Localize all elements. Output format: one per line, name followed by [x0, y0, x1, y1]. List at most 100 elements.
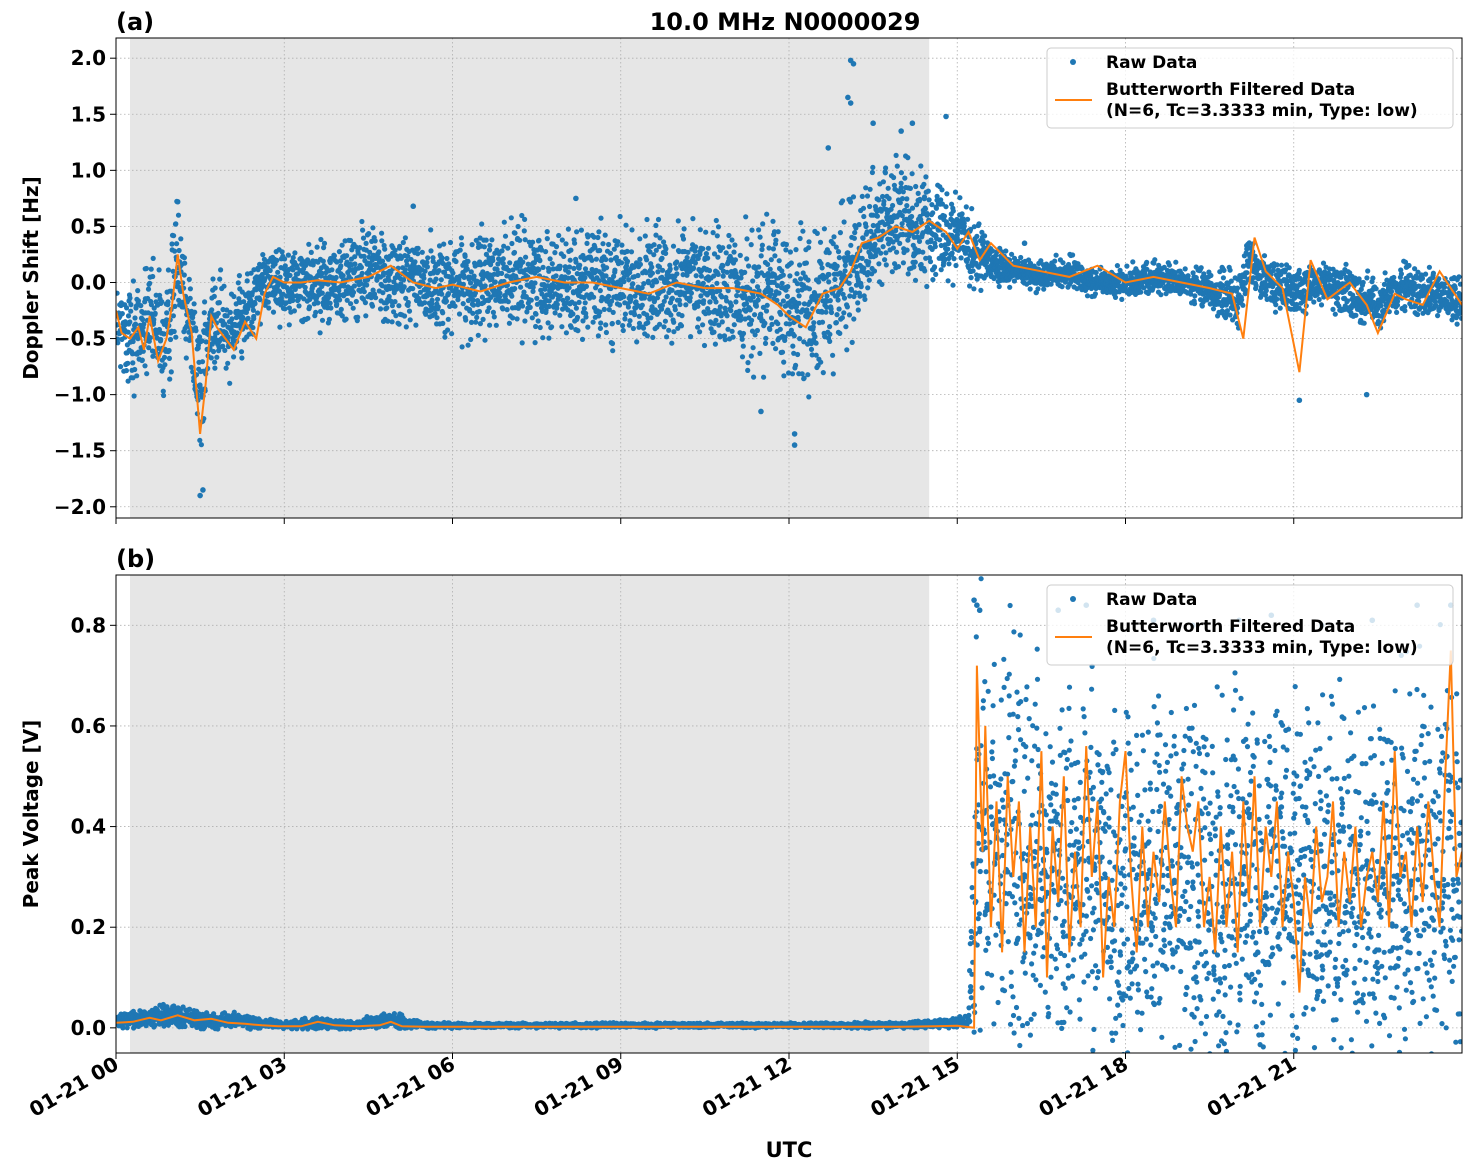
raw-data-point [248, 270, 254, 276]
raw-data-point [916, 249, 922, 255]
raw-data-point [620, 270, 626, 276]
raw-data-point [720, 273, 726, 279]
raw-data-point [198, 388, 204, 394]
raw-data-point [636, 324, 642, 330]
raw-data-point [827, 298, 833, 304]
raw-data-point [277, 274, 283, 280]
raw-data-point [279, 249, 285, 255]
raw-data-point [556, 232, 562, 239]
raw-data-point [737, 317, 744, 323]
raw-data-point [893, 152, 899, 158]
raw-data-point [355, 314, 361, 320]
raw-data-point [1338, 274, 1344, 280]
raw-data-point [402, 235, 408, 241]
raw-data-point [943, 250, 949, 257]
raw-data-point [365, 277, 371, 283]
raw-data-point [945, 246, 951, 252]
raw-data-point [223, 365, 229, 371]
raw-data-point [738, 275, 744, 281]
raw-data-point [168, 369, 174, 375]
raw-data-point [660, 267, 666, 273]
raw-data-point [552, 310, 558, 316]
raw-data-point [930, 210, 936, 216]
raw-data-point [477, 321, 483, 327]
raw-data-point [894, 249, 900, 255]
raw-data-point [530, 284, 536, 290]
raw-data-point [804, 307, 810, 313]
raw-data-point [255, 310, 261, 316]
raw-data-point [876, 261, 882, 267]
raw-data-point [779, 349, 786, 355]
raw-data-point [770, 246, 777, 252]
raw-data-point [473, 319, 479, 325]
raw-data-point [504, 307, 510, 313]
raw-data-point [492, 279, 498, 285]
raw-data-point [686, 262, 693, 268]
raw-data-point [758, 253, 764, 259]
raw-data-point [872, 241, 878, 247]
raw-data-point [753, 303, 760, 309]
raw-data-point [841, 219, 847, 225]
raw-data-point [424, 264, 430, 270]
raw-data-point [905, 237, 911, 243]
raw-data-point [680, 272, 686, 278]
raw-data-point [1252, 253, 1258, 259]
raw-data-point [165, 267, 171, 273]
raw-data-point [757, 234, 763, 240]
raw-data-point [250, 307, 256, 313]
raw-data-point [767, 326, 773, 332]
raw-data-point [909, 213, 915, 220]
raw-data-point [883, 262, 889, 268]
raw-data-point [1158, 292, 1164, 298]
raw-data-point [853, 282, 860, 288]
raw-data-point [487, 322, 493, 328]
raw-data-point [644, 333, 651, 339]
raw-data-point [353, 244, 359, 250]
raw-data-point [795, 288, 801, 294]
raw-data-point [909, 205, 916, 211]
raw-data-point [626, 322, 632, 328]
raw-data-point [338, 306, 344, 312]
raw-data-point [123, 368, 129, 374]
raw-data-point [170, 313, 176, 319]
raw-data-point [175, 280, 181, 286]
raw-data-point [400, 239, 406, 246]
raw-data-point [647, 249, 653, 255]
raw-data-point [321, 245, 327, 251]
raw-data-point [821, 226, 828, 232]
raw-data-point [397, 243, 403, 249]
raw-data-point [405, 253, 411, 259]
raw-data-point [1011, 278, 1018, 284]
raw-data-point [690, 216, 696, 222]
raw-data-point [364, 282, 370, 288]
raw-data-point [909, 171, 915, 177]
raw-data-point [904, 203, 910, 209]
plot-area [116, 57, 1462, 499]
raw-data-point [974, 233, 980, 239]
raw-data-point [525, 261, 531, 267]
raw-data-point [717, 304, 723, 310]
raw-data-point [1192, 293, 1198, 299]
raw-data-point [771, 279, 777, 285]
raw-data-point [933, 205, 940, 211]
raw-data-point [728, 303, 735, 309]
raw-data-point [199, 338, 205, 344]
raw-data-point [681, 226, 687, 232]
raw-data-point [536, 267, 542, 273]
raw-data-point [553, 244, 560, 250]
raw-data-point [762, 340, 769, 346]
raw-data-point [730, 334, 736, 340]
raw-data-point [880, 193, 886, 200]
raw-data-point [924, 283, 930, 290]
raw-data-point [797, 235, 803, 242]
raw-data-point [899, 196, 906, 202]
raw-data-point [436, 243, 443, 249]
raw-data-point [1173, 259, 1179, 265]
raw-data-point [695, 324, 701, 330]
raw-data-point [944, 191, 950, 197]
raw-data-point [291, 308, 297, 314]
raw-data-point [712, 341, 719, 347]
raw-data-point [500, 306, 506, 312]
raw-data-point [500, 256, 506, 262]
raw-data-point [210, 276, 216, 282]
